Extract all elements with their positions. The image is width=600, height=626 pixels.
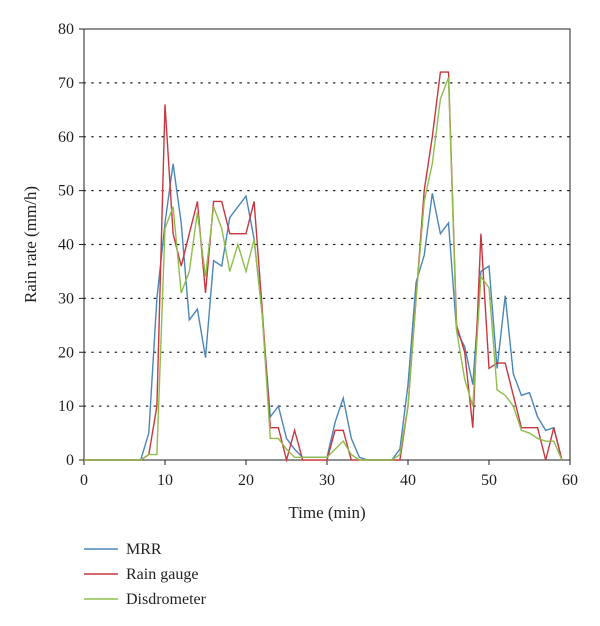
x-axis-title: Time (min) bbox=[288, 503, 365, 522]
y-tick-label-80: 80 bbox=[58, 21, 74, 38]
series-lines bbox=[84, 71, 563, 463]
x-tick-label-60: 60 bbox=[562, 472, 578, 489]
y-axis-title: Rain rate (mm/h) bbox=[21, 186, 40, 303]
x-tick-label-0: 0 bbox=[80, 472, 88, 489]
x-tick-label-30: 30 bbox=[319, 472, 335, 489]
grid bbox=[83, 82, 571, 407]
y-tick-label-30: 30 bbox=[58, 290, 74, 307]
y-tick-label-50: 50 bbox=[58, 183, 74, 200]
y-tick-label-20: 20 bbox=[58, 344, 74, 361]
legend-label-rain-gauge: Rain gauge bbox=[126, 566, 198, 583]
y-tick-label-60: 60 bbox=[58, 129, 74, 146]
y-tick-label-10: 10 bbox=[58, 398, 74, 415]
x-tick-label-40: 40 bbox=[400, 472, 416, 489]
y-tick-label-40: 40 bbox=[58, 237, 74, 254]
x-tick-label-20: 20 bbox=[238, 472, 254, 489]
series-line-disdrometer bbox=[84, 77, 563, 461]
legend-label-disdrometer: Disdrometer bbox=[126, 591, 207, 608]
series-line-rain-gauge bbox=[84, 71, 563, 463]
x-tick-label-10: 10 bbox=[157, 472, 173, 489]
legend-label-mrr: MRR bbox=[126, 541, 162, 558]
x-axis: 0 10 20 30 40 50 60 bbox=[80, 460, 578, 489]
y-tick-label-0: 0 bbox=[66, 452, 74, 469]
legend: MRR Rain gauge Disdrometer bbox=[84, 541, 207, 608]
y-tick-label-70: 70 bbox=[58, 75, 74, 92]
x-tick-label-50: 50 bbox=[481, 472, 497, 489]
y-axis: 0 10 20 30 40 50 60 70 80 bbox=[58, 21, 84, 469]
